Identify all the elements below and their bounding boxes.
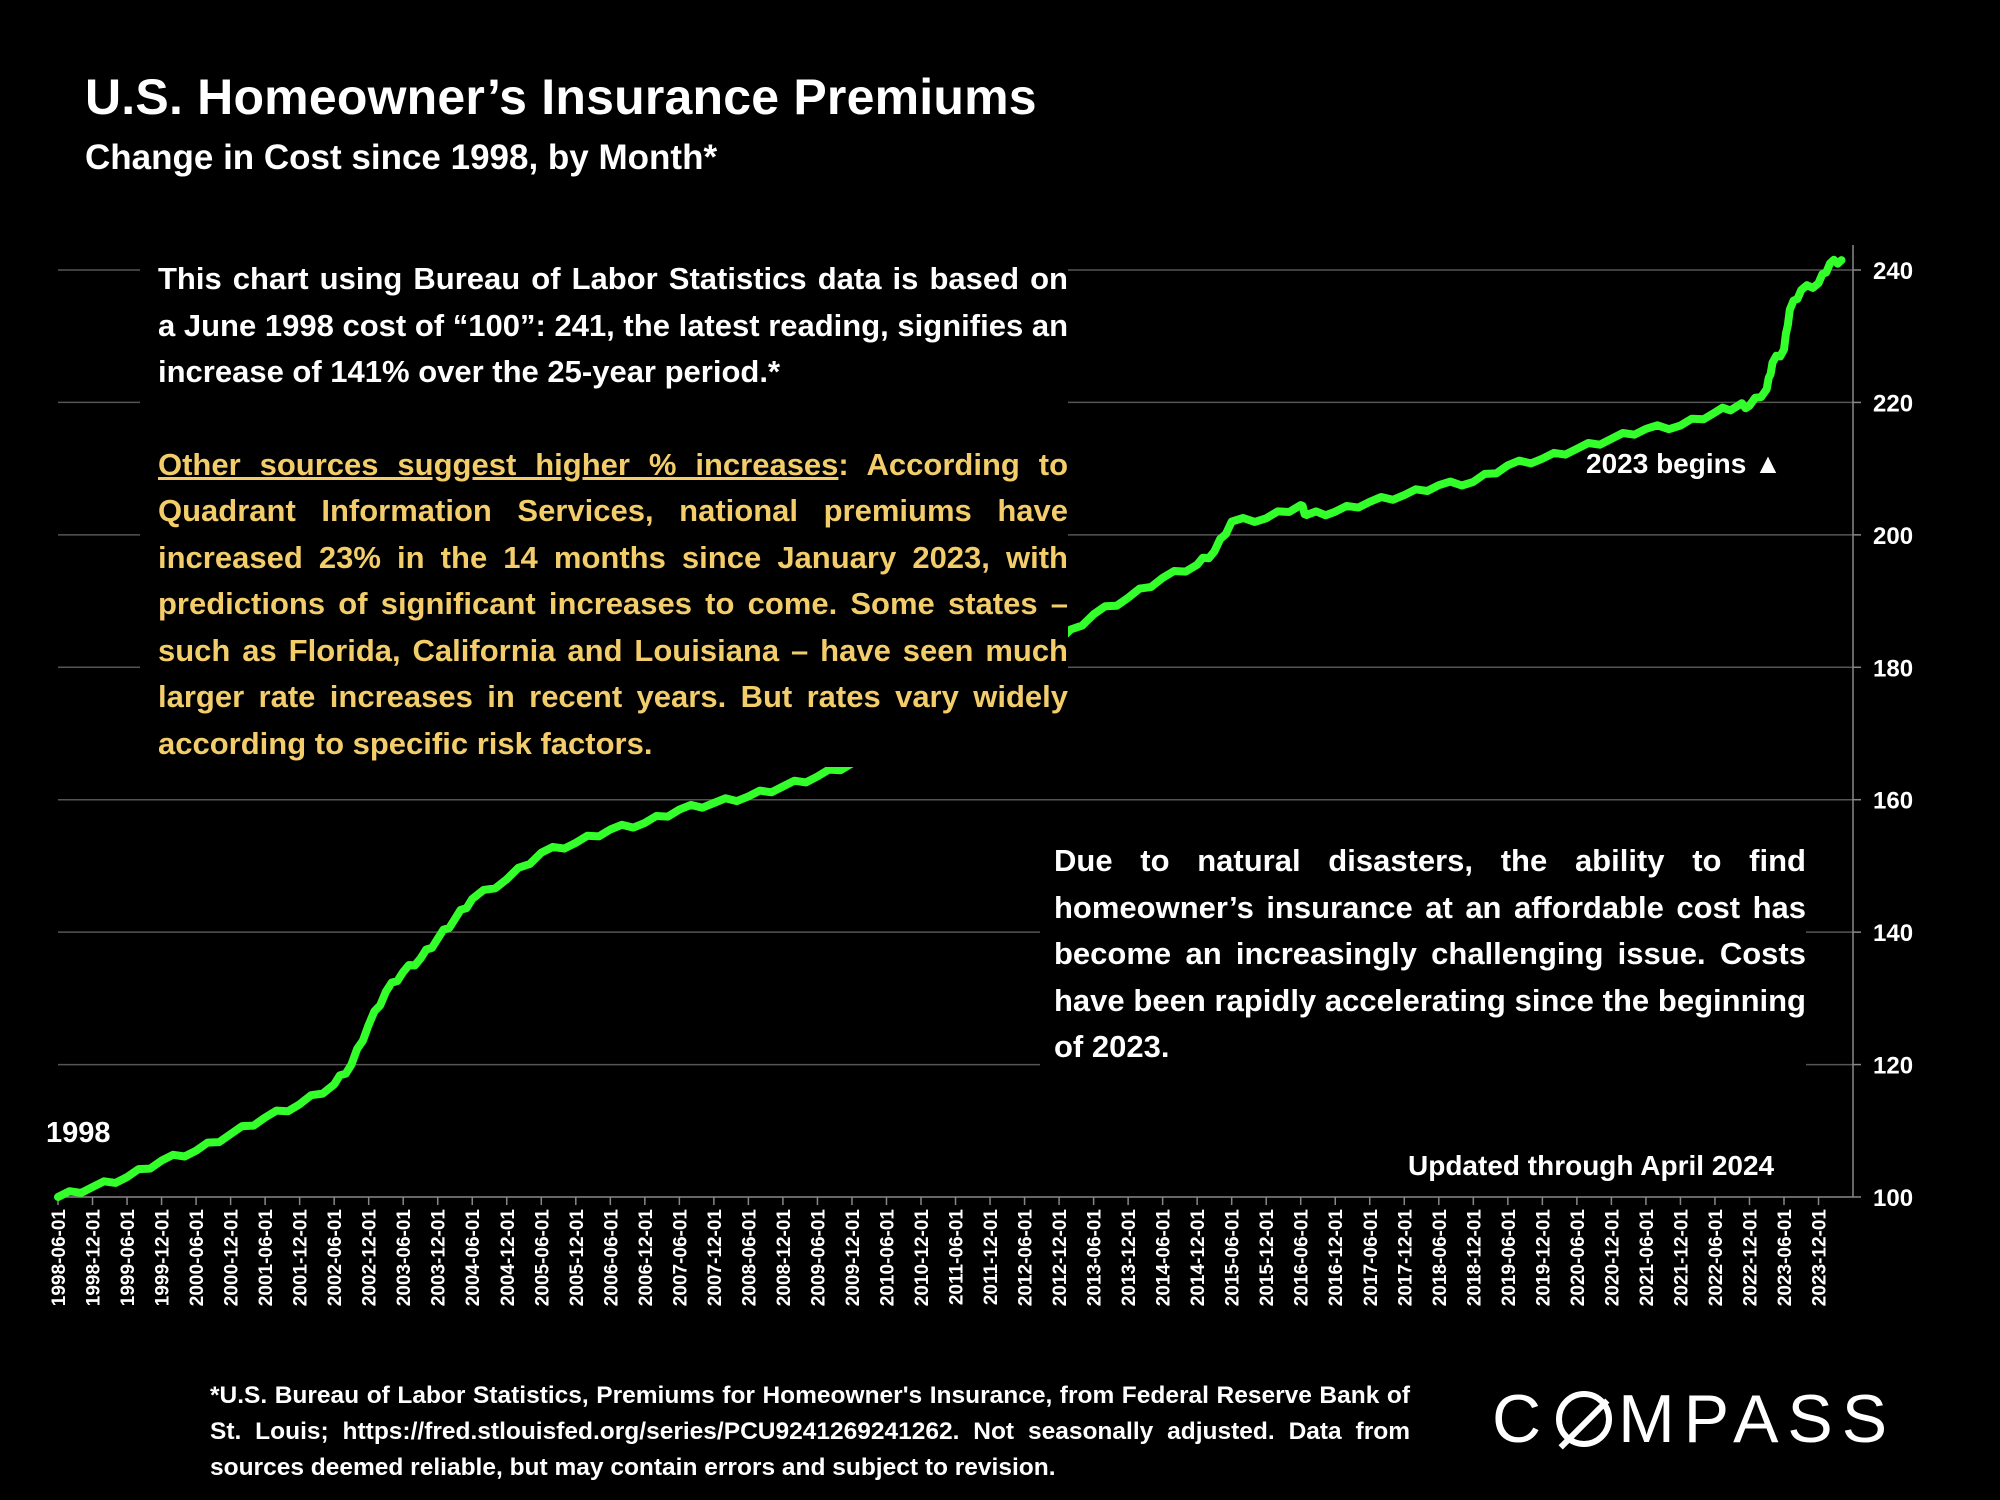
x-tick-label: 2017-12-01	[1395, 1209, 1416, 1307]
x-tick-label: 2008-06-01	[739, 1209, 760, 1307]
x-tick-label: 2009-06-01	[808, 1209, 829, 1307]
y-tick-label: 200	[1873, 523, 1913, 550]
intro-text: This chart using Bureau of Labor Statist…	[158, 261, 1068, 389]
x-tick-label: 2023-12-01	[1810, 1209, 1831, 1307]
x-tick-label: 2007-12-01	[705, 1209, 726, 1307]
x-tick-label: 2011-12-01	[981, 1209, 1002, 1306]
x-tick-label: 2010-06-01	[877, 1209, 898, 1307]
updated-label: Updated through April 2024	[1408, 1150, 1775, 1181]
other-sources-text: Other sources suggest higher % increases…	[158, 442, 1068, 768]
x-tick-label: 2000-12-01	[222, 1209, 243, 1307]
y-tick-label: 120	[1873, 1053, 1913, 1080]
x-tick-label: 2021-12-01	[1671, 1209, 1692, 1307]
x-tick-label: 2001-06-01	[256, 1209, 277, 1307]
x-tick-label: 2010-12-01	[912, 1209, 933, 1307]
x-tick-label: 2001-12-01	[291, 1209, 312, 1307]
x-tick-label: 1999-12-01	[153, 1209, 174, 1307]
x-tick-label: 2004-06-01	[463, 1209, 484, 1307]
x-tick-label: 2017-06-01	[1361, 1209, 1382, 1307]
x-tick-label: 2018-12-01	[1464, 1209, 1485, 1307]
x-tick-label: 2019-06-01	[1499, 1209, 1520, 1307]
y-tick-label: 220	[1873, 390, 1913, 417]
logo-text-left: C	[1492, 1381, 1551, 1457]
logo-text-right: MPASS	[1618, 1381, 1897, 1457]
x-tick-label: 2002-12-01	[360, 1209, 381, 1307]
x-tick-label: 1999-06-01	[118, 1209, 139, 1307]
x-tick-label: 2013-06-01	[1085, 1209, 1106, 1307]
x-tick-label: 1998-12-01	[84, 1209, 105, 1307]
x-tick-label: 2023-06-01	[1775, 1209, 1796, 1307]
other-sources-heading: Other sources suggest higher % increases	[158, 446, 839, 482]
x-tick-label: 2022-12-01	[1740, 1209, 1761, 1307]
y-tick-label: 100	[1873, 1185, 1913, 1212]
x-tick-label: 2008-12-01	[774, 1209, 795, 1307]
x-tick-label: 2003-12-01	[429, 1209, 450, 1307]
start-year-label: 1998	[46, 1117, 111, 1149]
source-footnote: *U.S. Bureau of Labor Statistics, Premiu…	[210, 1382, 1410, 1481]
x-tick-label: 2014-06-01	[1154, 1209, 1175, 1307]
x-tick-label: 2012-12-01	[1050, 1209, 1071, 1307]
x-tick-label: 2005-06-01	[532, 1209, 553, 1307]
x-tick-label: 2006-12-01	[636, 1209, 657, 1307]
x-tick-label: 2000-06-01	[187, 1209, 208, 1307]
page-title: U.S. Homeowner’s Insurance Premiums	[85, 69, 1037, 125]
x-tick-label: 2020-12-01	[1602, 1209, 1623, 1307]
x-tick-label: 2006-06-01	[601, 1209, 622, 1307]
y-tick-label: 240	[1873, 258, 1913, 285]
x-tick-label: 2020-06-01	[1568, 1209, 1589, 1307]
intro-annotation: This chart using Bureau of Labor Statist…	[140, 256, 1068, 767]
disasters-annotation: Due to natural disasters, the ability to…	[1040, 838, 1806, 1071]
x-tick-label: 2018-06-01	[1430, 1209, 1451, 1307]
x-tick-label: 2021-06-01	[1637, 1209, 1658, 1307]
x-tick-label: 2015-06-01	[1223, 1209, 1244, 1307]
x-tick-label: 2016-06-01	[1292, 1209, 1313, 1307]
begins-2023-text: 2023 begins	[1586, 448, 1747, 479]
x-tick-label: 2014-12-01	[1188, 1209, 1209, 1307]
x-tick-label: 2009-12-01	[843, 1209, 864, 1307]
x-tick-label: 2019-12-01	[1533, 1209, 1554, 1307]
x-tick-label: 2004-12-01	[498, 1209, 519, 1307]
x-tick-label: 2002-06-01	[325, 1209, 346, 1307]
page-subtitle: Change in Cost since 1998, by Month*	[85, 138, 718, 177]
y-tick-label: 140	[1873, 920, 1913, 947]
x-tick-label: 2005-12-01	[567, 1209, 588, 1307]
y-axis: 100 120 140 160 180 200 220 240	[1852, 245, 1913, 1212]
x-tick-label: 2007-06-01	[670, 1209, 691, 1307]
x-tick-label: 2012-06-01	[1016, 1209, 1037, 1307]
y-tick-label: 180	[1873, 655, 1913, 682]
x-tick-label: 2003-06-01	[394, 1209, 415, 1307]
y-tick-label: 160	[1873, 788, 1913, 815]
x-tick-label: 2011-06-01	[947, 1209, 968, 1306]
x-tick-label: 2013-12-01	[1119, 1209, 1140, 1307]
x-tick-label: 2016-12-01	[1326, 1209, 1347, 1307]
x-tick-label: 1998-06-01	[49, 1209, 70, 1307]
compass-logo: C MPASS	[1492, 1380, 1896, 1458]
compass-o-icon	[1556, 1391, 1613, 1447]
x-tick-label: 2022-06-01	[1706, 1209, 1727, 1307]
other-sources-body: : According to Quadrant Information Serv…	[158, 446, 1068, 761]
begins-2023-label: 2023 begins ▲	[1586, 448, 1782, 480]
x-tick-label: 2015-12-01	[1257, 1209, 1278, 1307]
triangle-up-icon: ▲	[1754, 448, 1782, 479]
x-axis: 1998-06-01 1998-12-01 1999-06-01 1999-12-01…	[49, 1196, 1853, 1307]
